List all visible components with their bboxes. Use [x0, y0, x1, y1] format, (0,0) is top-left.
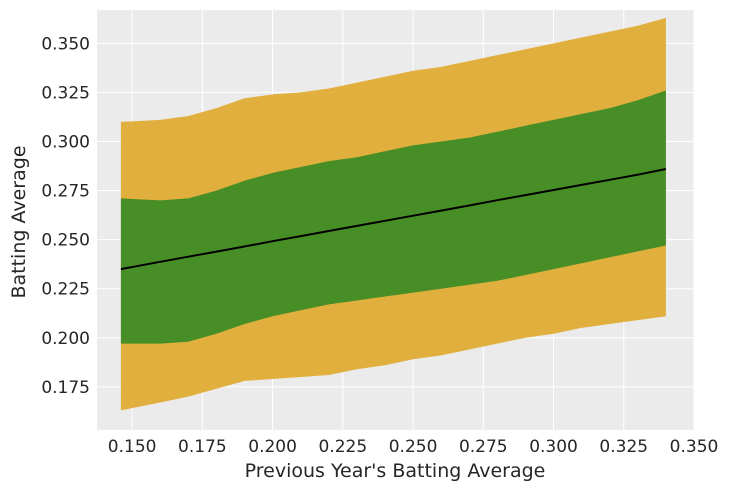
x-axis-label: Previous Year's Batting Average: [245, 460, 546, 482]
inner-band: [120, 90, 666, 344]
mean-line: [120, 168, 667, 271]
x-tick-label: 0.325: [599, 437, 648, 457]
x-axis: 0.150 0.175 0.200 0.225 0.250 0.275 0.300 0.325…: [108, 437, 719, 457]
y-tick-label: 0.175: [41, 378, 90, 398]
y-axis: 0.175 0.200 0.225 0.250 0.275 0.300 0.325 0.350: [41, 34, 90, 397]
x-tick-label: 0.250: [389, 437, 438, 457]
x-tick-label: 0.200: [248, 437, 297, 457]
y-axis-label: Batting Average: [8, 145, 30, 298]
y-tick-label: 0.325: [41, 83, 90, 103]
x-tick-label: 0.150: [108, 437, 157, 457]
y-tick-label: 0.350: [41, 34, 90, 54]
y-tick-label: 0.200: [41, 329, 90, 349]
x-tick-label: 0.175: [178, 437, 227, 457]
y-tick-label: 0.225: [41, 280, 90, 300]
x-tick-label: 0.300: [529, 437, 578, 457]
y-tick-label: 0.300: [41, 132, 90, 152]
y-tick-label: 0.275: [41, 182, 90, 202]
x-tick-label: 0.225: [318, 437, 367, 457]
x-tick-label: 0.350: [670, 437, 719, 457]
x-tick-label: 0.275: [459, 437, 508, 457]
y-tick-label: 0.250: [41, 231, 90, 251]
